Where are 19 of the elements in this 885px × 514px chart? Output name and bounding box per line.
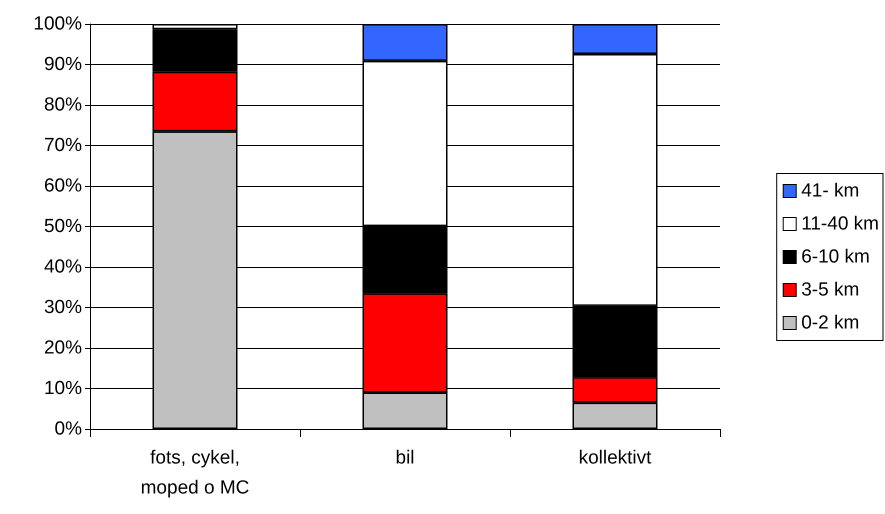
y-tick-label: 10%: [44, 378, 82, 399]
y-tick-label: 80%: [44, 94, 82, 116]
legend-label: 41- km: [801, 180, 860, 202]
y-tick-label: 50%: [44, 216, 82, 237]
x-tick-label: fots, cykel, moped o MC: [140, 448, 250, 498]
y-tick-label: 90%: [44, 54, 82, 75]
legend-label: 3-5 km: [801, 280, 860, 300]
y-tick-label: 20%: [44, 338, 82, 358]
y-tick-label: 70%: [44, 135, 82, 156]
legend-label: 6-10 km: [801, 246, 870, 268]
y-tick-label: 100%: [33, 14, 82, 34]
x-tick-label: bil: [395, 448, 415, 468]
legend-label: 11-40 km: [801, 214, 880, 234]
y-tick-label: 60%: [44, 176, 82, 196]
y-tick-label: 0%: [54, 418, 82, 440]
y-tick-label: 30%: [44, 297, 82, 318]
legend-label: 0-2 km: [801, 312, 860, 334]
y-tick-label: 40%: [44, 256, 82, 278]
x-tick-label: kollektivt: [578, 448, 652, 468]
